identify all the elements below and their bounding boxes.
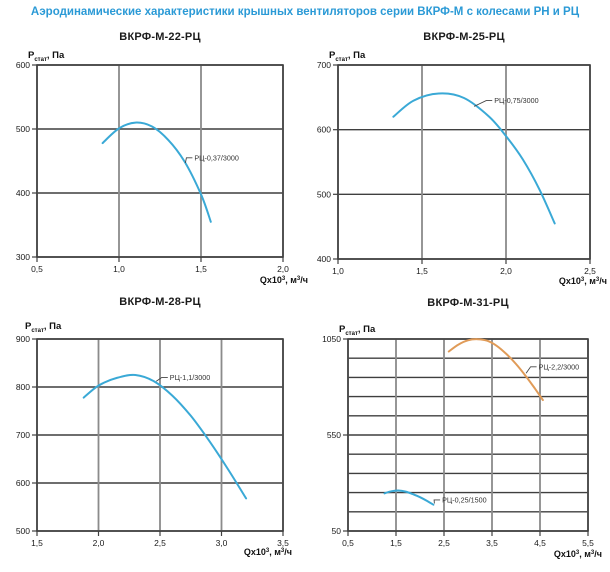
x-tick-label: 2,0 [277,264,289,274]
series-curve [392,92,556,225]
x-tick-label: 3,5 [277,538,289,548]
x-axis-label-flow: Qx103, м3/ч [553,549,602,559]
x-axis-label-flow: Qx103, м3/ч [259,275,308,285]
chart-plot-vkrf-m-22: 600 500 400 3000,5 1,0 1,5 2,0 РЦ-0,37/3000 [16,60,289,274]
y-tick-label: 700 [16,430,30,440]
chart-title-vkrf-m-25: ВКРФ-М-25-РЦ [423,31,505,43]
y-tick-label: 600 [16,478,30,488]
y-tick-label: 550 [327,430,341,440]
x-tick-label: 2,5 [438,538,450,548]
x-tick-label: 0,5 [342,538,354,548]
x-tick-label: 1,0 [113,264,125,274]
x-tick-label: 2,0 [93,538,105,548]
x-tick-label: 2,0 [500,266,512,276]
x-tick-label: 1,5 [195,264,207,274]
x-tick-label: 4,5 [534,538,546,548]
y-tick-label: 500 [317,189,331,199]
x-tick-label: 1,5 [31,538,43,548]
x-tick-label: 1,5 [390,538,402,548]
chart-plot-vkrf-m-31: 1050 550 500,5 1,5 2,5 3,5 4,5 5,5 РЦ-2,2/3000 РЦ… [322,334,594,548]
x-axis-label-flow: Qx103, м3/ч [243,547,292,557]
y-tick-label: 50 [332,526,342,536]
series-curve [82,373,248,500]
series-label-leader [525,366,537,374]
plot-frame [36,64,284,258]
x-tick-label: 2,5 [154,538,166,548]
y-axis-label-pressure: Pстат, Па [329,50,366,63]
chart-title-vkrf-m-28: ВКРФ-М-28-РЦ [119,296,201,308]
series-label: РЦ-0,37/3000 [194,153,238,162]
series-curve [383,489,435,506]
series-curve [101,121,212,223]
y-axis-label-pressure: Pстат, Па [28,50,65,63]
page-title: Аэродинамические характеристики крышных … [30,6,580,18]
series-label: РЦ-2,2/3000 [539,362,579,371]
y-tick-label: 900 [16,334,30,344]
y-tick-label: 300 [16,252,30,262]
y-tick-label: 400 [16,188,30,198]
x-tick-label: 3,0 [216,538,228,548]
y-tick-label: 400 [317,254,331,264]
x-tick-label: 5,5 [582,538,594,548]
plot-frame [337,64,591,260]
x-tick-label: 1,5 [416,266,428,276]
y-axis-label-pressure: Pстат, Па [25,321,62,334]
y-tick-label: 500 [16,124,30,134]
y-tick-label: 800 [16,382,30,392]
series-curve [447,338,544,402]
series-label: РЦ-0,75/3000 [494,96,538,105]
x-tick-label: 2,5 [584,266,596,276]
series-label-leader [184,157,193,163]
x-axis-label-flow: Qx103, м3/ч [558,276,607,286]
y-tick-label: 500 [16,526,30,536]
x-tick-label: 1,0 [332,266,344,276]
chart-title-vkrf-m-22: ВКРФ-М-22-РЦ [119,31,201,43]
series-label: РЦ-1,1/3000 [170,373,210,382]
series-label: РЦ-0,25/1500 [442,495,486,504]
x-tick-label: 0,5 [31,264,43,274]
y-tick-label: 700 [317,60,331,70]
y-tick-label: 600 [16,60,30,70]
chart-title-vkrf-m-31: ВКРФ-М-31-РЦ [427,297,509,309]
y-axis-label-pressure: Pстат, Па [339,324,376,337]
series-label-leader [473,100,493,107]
series-label-leader [156,376,168,382]
y-tick-label: 600 [317,125,331,135]
y-tick-label: 1050 [322,334,341,344]
x-tick-label: 3,5 [486,538,498,548]
series-label-leader [433,499,441,504]
